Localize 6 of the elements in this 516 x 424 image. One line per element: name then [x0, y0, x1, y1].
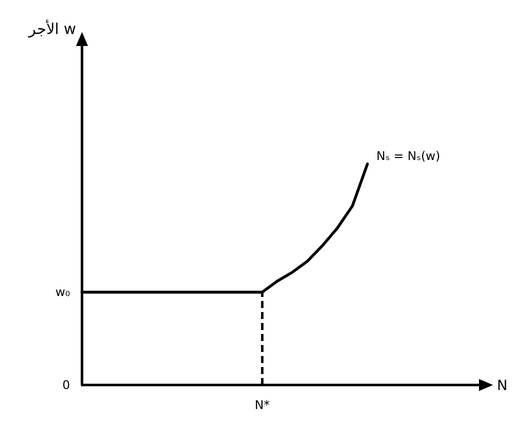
- annotation: الأجر w: [28, 20, 76, 38]
- series-name: Nₛ = Nₛ(w): [376, 149, 440, 163]
- annotation: 0: [62, 378, 70, 392]
- annotation: w₀: [55, 285, 70, 300]
- annotation: N*: [254, 398, 270, 412]
- annotation: N: [497, 378, 508, 394]
